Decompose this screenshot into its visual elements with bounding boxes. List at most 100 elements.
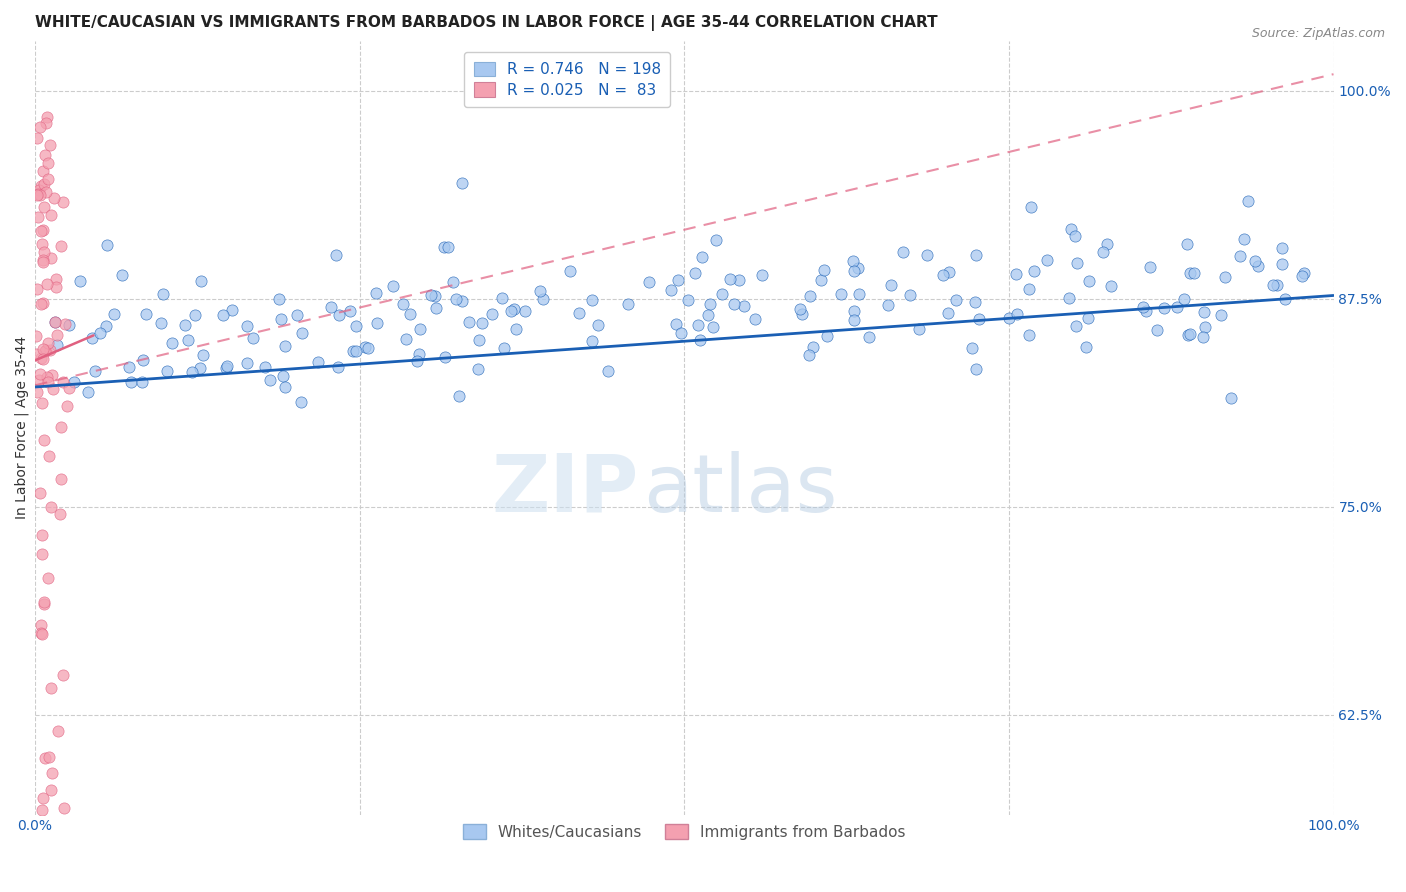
Point — [433, 351, 456, 365]
Point — [55, 399, 77, 413]
Point — [181, 366, 204, 380]
Point — [184, 308, 207, 322]
Point — [34, 751, 56, 765]
Legend: Whites/Caucasians, Immigrants from Barbados: Whites/Caucasians, Immigrants from Barba… — [457, 818, 912, 846]
Point — [799, 288, 821, 302]
Point — [931, 268, 953, 282]
Point — [27, 210, 49, 224]
Point — [505, 322, 527, 336]
Point — [503, 301, 526, 316]
Point — [1097, 237, 1119, 252]
Point — [617, 297, 640, 311]
Point — [744, 312, 766, 326]
Point — [46, 724, 69, 739]
Point — [30, 626, 52, 640]
Point — [35, 343, 58, 357]
Point — [683, 266, 706, 280]
Point — [1232, 232, 1254, 246]
Point — [96, 238, 118, 252]
Point — [451, 176, 474, 190]
Point — [907, 322, 929, 336]
Point — [38, 343, 60, 357]
Point — [876, 298, 898, 312]
Point — [31, 396, 53, 410]
Point — [242, 331, 264, 345]
Point — [1291, 269, 1313, 284]
Point — [190, 274, 212, 288]
Point — [790, 307, 813, 321]
Point — [25, 329, 48, 343]
Point — [31, 803, 53, 817]
Point — [38, 137, 60, 152]
Point — [444, 293, 467, 307]
Point — [789, 302, 811, 317]
Point — [437, 240, 460, 254]
Point — [37, 570, 59, 584]
Point — [1192, 304, 1215, 318]
Point — [52, 667, 75, 681]
Point — [1036, 253, 1059, 268]
Point — [39, 681, 62, 695]
Point — [1078, 274, 1101, 288]
Point — [132, 353, 155, 368]
Point — [391, 297, 413, 311]
Point — [89, 326, 111, 340]
Point — [32, 164, 55, 178]
Point — [52, 801, 75, 815]
Point — [28, 188, 51, 202]
Point — [998, 311, 1021, 326]
Point — [193, 348, 215, 362]
Point — [686, 318, 709, 332]
Point — [965, 247, 987, 261]
Point — [31, 547, 53, 561]
Point — [858, 330, 880, 344]
Point — [581, 293, 603, 307]
Point — [30, 179, 52, 194]
Point — [450, 293, 472, 308]
Point — [1074, 340, 1097, 354]
Point — [1005, 267, 1028, 281]
Point — [274, 338, 297, 352]
Point — [797, 347, 820, 361]
Point — [253, 359, 276, 374]
Point — [32, 223, 55, 237]
Point — [94, 318, 117, 333]
Point — [344, 343, 367, 358]
Point — [177, 333, 200, 347]
Point — [471, 317, 494, 331]
Point — [291, 326, 314, 340]
Point — [1099, 279, 1122, 293]
Point — [1066, 255, 1088, 269]
Point — [1178, 326, 1201, 341]
Point — [25, 282, 48, 296]
Point — [1064, 229, 1087, 244]
Point — [235, 356, 257, 370]
Point — [1024, 263, 1046, 277]
Point — [1057, 291, 1080, 305]
Point — [841, 254, 863, 268]
Point — [366, 286, 388, 301]
Point — [45, 338, 67, 352]
Point — [271, 369, 294, 384]
Point — [38, 750, 60, 764]
Point — [723, 296, 745, 310]
Point — [1166, 300, 1188, 314]
Point — [30, 224, 52, 238]
Point — [34, 148, 56, 162]
Point — [1019, 200, 1042, 214]
Point — [425, 288, 447, 302]
Point — [689, 334, 711, 348]
Point — [1274, 293, 1296, 307]
Point — [32, 352, 55, 367]
Point — [801, 341, 824, 355]
Point — [513, 304, 536, 318]
Point — [449, 389, 471, 403]
Point — [1194, 319, 1216, 334]
Text: Source: ZipAtlas.com: Source: ZipAtlas.com — [1251, 27, 1385, 40]
Point — [25, 188, 48, 202]
Point — [44, 315, 66, 329]
Point — [1132, 300, 1154, 314]
Point — [25, 131, 48, 145]
Point — [891, 244, 914, 259]
Point — [339, 303, 361, 318]
